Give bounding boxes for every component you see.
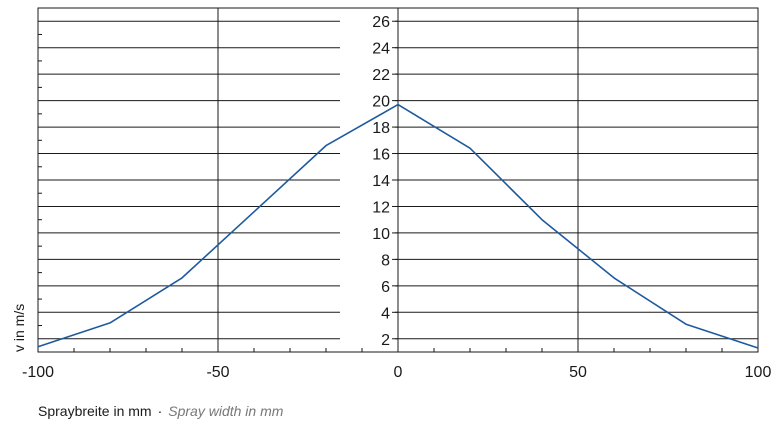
y-tick-label: 22	[372, 67, 390, 84]
y-tick-label-bg	[340, 223, 395, 242]
y-tick-label: 4	[381, 305, 390, 322]
y-tick-label: 14	[372, 173, 390, 190]
minor-ticks	[38, 7, 723, 353]
y-tick-label: 12	[372, 199, 390, 216]
y-tick-label: 6	[381, 279, 390, 296]
x-axis-caption: Spraybreite in mm · Spray width in mm	[38, 402, 283, 420]
x-tick-labels: -100 -50 0 50 100	[22, 364, 771, 381]
y-tick-label-bg	[340, 118, 395, 137]
x-tick-label: -50	[206, 364, 229, 381]
y-tick-label-bg	[340, 197, 395, 216]
x-tick-label: -100	[22, 364, 54, 381]
x-axis-title-en: Spray width in mm	[168, 403, 284, 419]
y-tick-label-bg	[340, 144, 395, 163]
y-tick-label-bg	[340, 276, 395, 295]
plot-frame	[37, 7, 759, 353]
y-tick-label-bg	[340, 91, 395, 110]
y-tick-label-bg	[340, 250, 395, 269]
x-axis-title-de: Spraybreite in mm	[38, 403, 152, 419]
y-tick-label: 24	[372, 41, 390, 58]
y-tick-label-bg	[340, 12, 395, 31]
y-tick-label: 10	[372, 226, 390, 243]
series-line-0	[37, 103, 759, 349]
y-tick-label: 18	[372, 120, 390, 137]
y-tick-label-bg	[340, 38, 395, 57]
y-axis-title: v in m/s	[11, 304, 27, 352]
y-tick-label-bg	[340, 303, 395, 322]
y-tick-label: 20	[372, 94, 390, 111]
y-tick-label: 2	[381, 332, 390, 349]
y-tick-label: 26	[372, 14, 390, 31]
x-tick-label: 50	[569, 364, 587, 381]
series-lines	[37, 103, 759, 349]
y-tick-label: 16	[372, 147, 390, 164]
x-tick-label: 0	[394, 364, 403, 381]
y-tick-label: 8	[381, 252, 390, 269]
x-tick-label: 100	[745, 364, 772, 381]
y-tick-label-bg	[340, 171, 395, 189]
y-tick-label-bg	[340, 329, 395, 348]
y-tick-label-bg	[340, 65, 395, 84]
caption-separator: ·	[157, 403, 163, 419]
